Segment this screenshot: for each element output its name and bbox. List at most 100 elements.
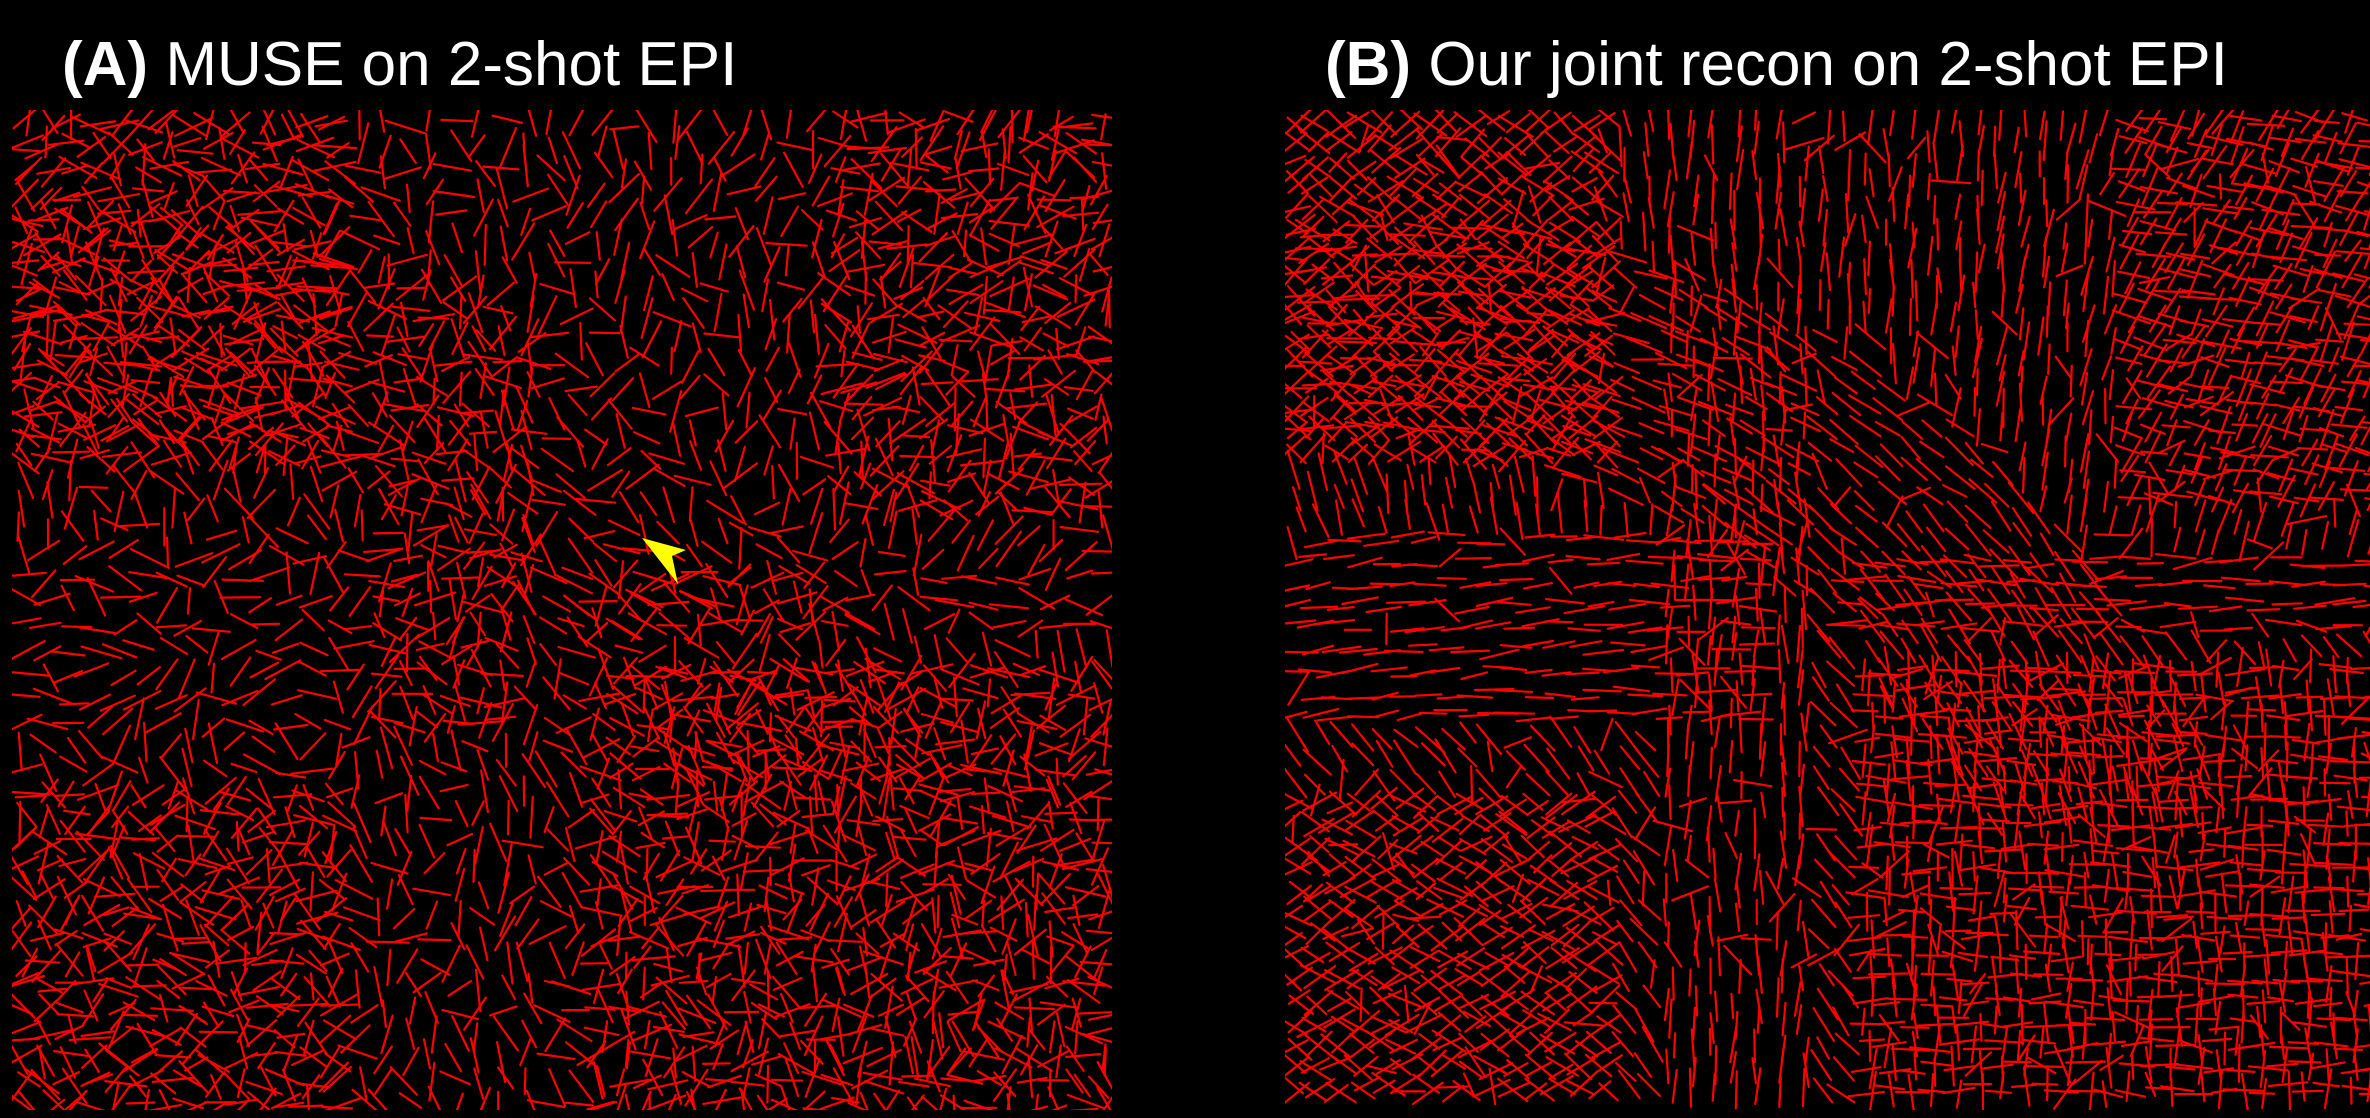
fiber-glyph	[894, 303, 927, 323]
fiber-glyph	[758, 414, 782, 449]
fiber-glyph	[553, 573, 594, 595]
fiber-glyph	[15, 282, 39, 306]
fiber-glyph	[1867, 240, 1872, 277]
fiber-glyph	[837, 1016, 845, 1057]
fiber-glyph	[2274, 283, 2293, 310]
fiber-glyph	[393, 725, 413, 766]
fiber-glyph	[42, 110, 59, 134]
fiber-glyph	[1107, 289, 1111, 329]
fiber-glyph	[448, 514, 460, 543]
fiber-glyph	[1930, 179, 1972, 185]
fiber-glyph	[350, 1004, 379, 1024]
fiber-glyph	[81, 993, 105, 1027]
fiber-glyph	[1863, 152, 1867, 186]
fiber-glyph	[489, 523, 514, 545]
fiber-glyph	[2111, 260, 2116, 298]
fiber-glyph	[62, 269, 88, 301]
fiber-glyph	[642, 275, 654, 311]
fiber-glyph	[182, 274, 208, 304]
fiber-glyph	[615, 1068, 626, 1097]
fiber-glyph	[882, 777, 891, 820]
fiber-glyph	[471, 325, 487, 353]
fiber-glyph	[225, 1098, 259, 1106]
fiber-glyph	[1017, 619, 1044, 638]
fiber-glyph	[149, 160, 190, 170]
fiber-glyph	[1592, 133, 1622, 162]
fiber-glyph	[594, 270, 599, 299]
fiber-glyph	[831, 1096, 860, 1104]
fiber-glyph	[738, 269, 756, 311]
fiber-glyph	[2167, 376, 2191, 395]
fiber-glyph	[828, 249, 861, 273]
fiber-glyph	[897, 586, 931, 612]
fiber-glyph	[228, 999, 260, 1014]
fiber-glyph	[684, 406, 719, 418]
fiber-glyph	[1526, 414, 1546, 435]
fiber-glyph	[2063, 435, 2067, 468]
fiber-glyph	[1329, 281, 1361, 307]
fiber-glyph	[591, 733, 609, 764]
fiber-glyph	[439, 783, 469, 793]
fiber-glyph	[289, 1002, 328, 1007]
fiber-glyph	[136, 208, 142, 238]
fiber-glyph	[12, 790, 51, 796]
fiber-glyph	[945, 371, 969, 396]
fiber-glyph	[130, 379, 161, 384]
fiber-glyph	[707, 1074, 743, 1089]
fiber-glyph	[1065, 1052, 1102, 1059]
fiber-glyph	[248, 515, 279, 548]
fiber-glyph	[416, 524, 449, 532]
fiber-glyph	[1093, 682, 1104, 714]
fiber-glyph	[1599, 504, 1603, 536]
fiber-glyph	[832, 465, 850, 494]
fiber-glyph	[146, 335, 180, 341]
fiber-glyph	[178, 1059, 209, 1094]
fiber-glyph	[85, 948, 96, 982]
fiber-glyph	[249, 661, 280, 679]
fiber-glyph	[808, 411, 821, 451]
fiber-glyph	[204, 238, 239, 257]
fiber-glyph	[2111, 309, 2152, 325]
fiber-glyph	[1058, 837, 1092, 853]
fiber-glyph	[81, 313, 111, 324]
fiber-glyph	[1759, 345, 1764, 385]
fiber-glyph	[406, 227, 415, 255]
fiber-glyph	[520, 552, 533, 593]
fiber-glyph	[1818, 279, 1822, 311]
fiber-glyph	[2315, 251, 2336, 289]
fiber-glyph	[987, 1020, 1027, 1040]
fiber-glyph	[632, 570, 675, 586]
fiber-glyph	[914, 127, 918, 170]
fiber-glyph	[834, 967, 845, 995]
fiber-glyph	[230, 762, 258, 774]
fiber-glyph	[472, 1022, 479, 1052]
fiber-glyph	[1296, 300, 1334, 304]
fiber-glyph	[536, 154, 566, 182]
fiber-glyph	[173, 619, 203, 637]
fiber-glyph	[106, 416, 125, 442]
fiber-glyph	[1072, 450, 1093, 472]
fiber-glyph	[1065, 131, 1098, 155]
fiber-glyph	[1016, 525, 1041, 547]
fiber-glyph	[321, 470, 358, 492]
fiber-glyph	[370, 861, 409, 875]
fiber-glyph	[745, 391, 751, 429]
fiber-glyph	[1891, 186, 1896, 223]
fiber-glyph	[1027, 544, 1046, 576]
fiber-glyph	[919, 125, 945, 162]
fiber-glyph	[921, 548, 945, 570]
fiber-glyph	[265, 847, 271, 884]
fiber-glyph	[629, 885, 661, 905]
fiber-glyph	[1435, 150, 1461, 180]
fiber-glyph	[1295, 506, 1307, 533]
fiber-glyph	[104, 1066, 127, 1093]
fiber-glyph	[1018, 133, 1049, 154]
fiber-glyph	[780, 1086, 791, 1110]
fiber-glyph	[945, 637, 968, 663]
fiber-glyph	[82, 763, 114, 787]
fiber-glyph	[1854, 444, 1884, 468]
fiber-glyph	[1087, 794, 1112, 801]
fiber-glyph	[728, 225, 755, 258]
fiber-glyph	[1655, 352, 1688, 370]
fiber-glyph	[1363, 539, 1400, 547]
